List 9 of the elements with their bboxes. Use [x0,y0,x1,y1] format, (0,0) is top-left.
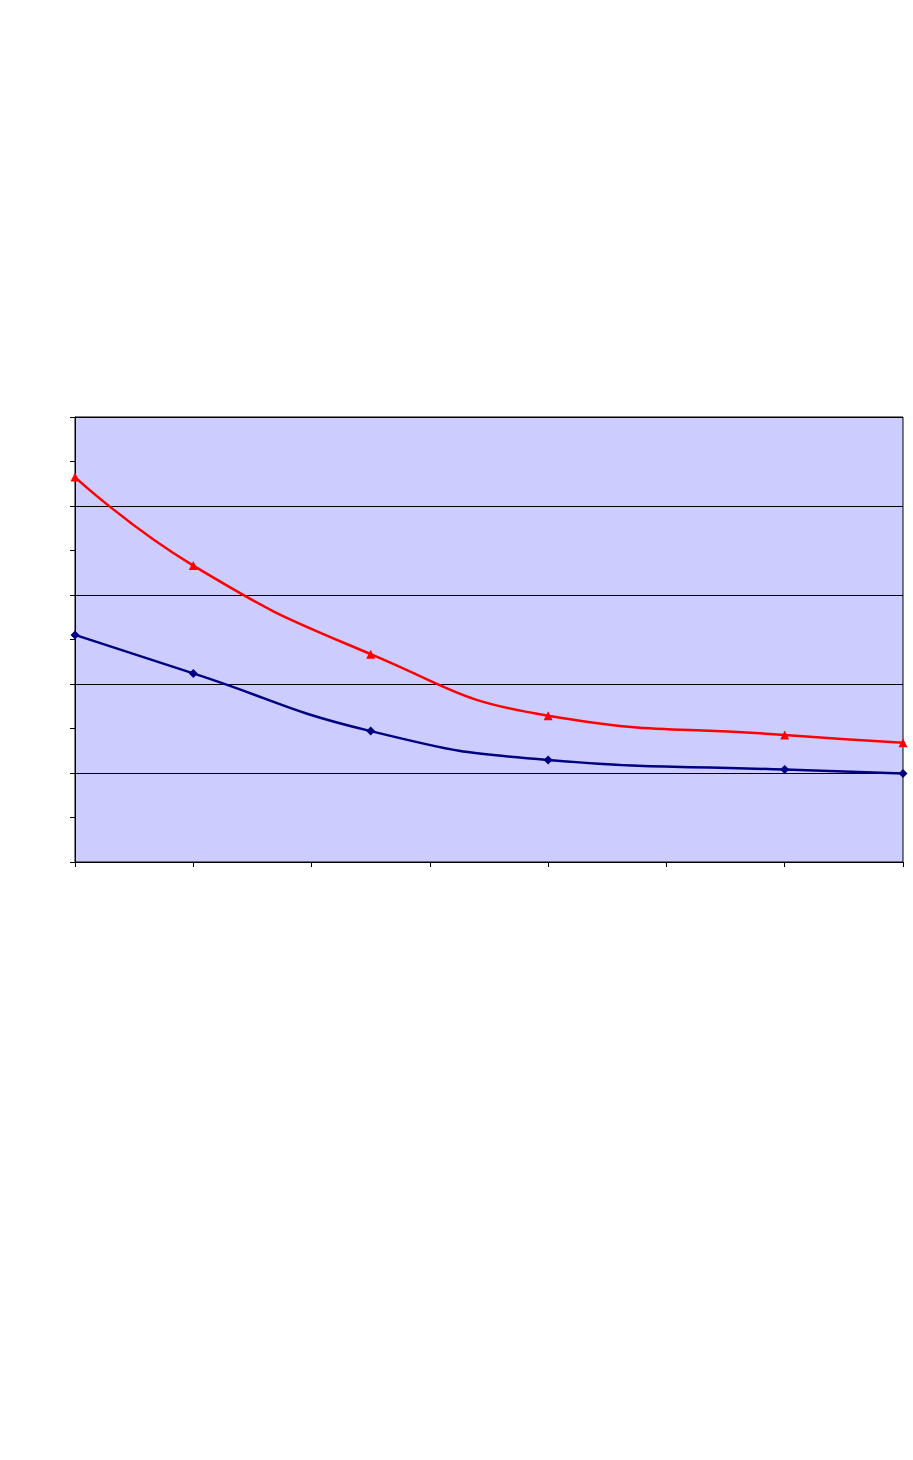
point [188,668,198,678]
point [70,472,80,482]
point [70,630,80,640]
point [543,755,553,765]
point [366,649,376,659]
point [898,738,908,748]
point [898,768,908,778]
point [366,726,376,736]
point [780,765,790,775]
